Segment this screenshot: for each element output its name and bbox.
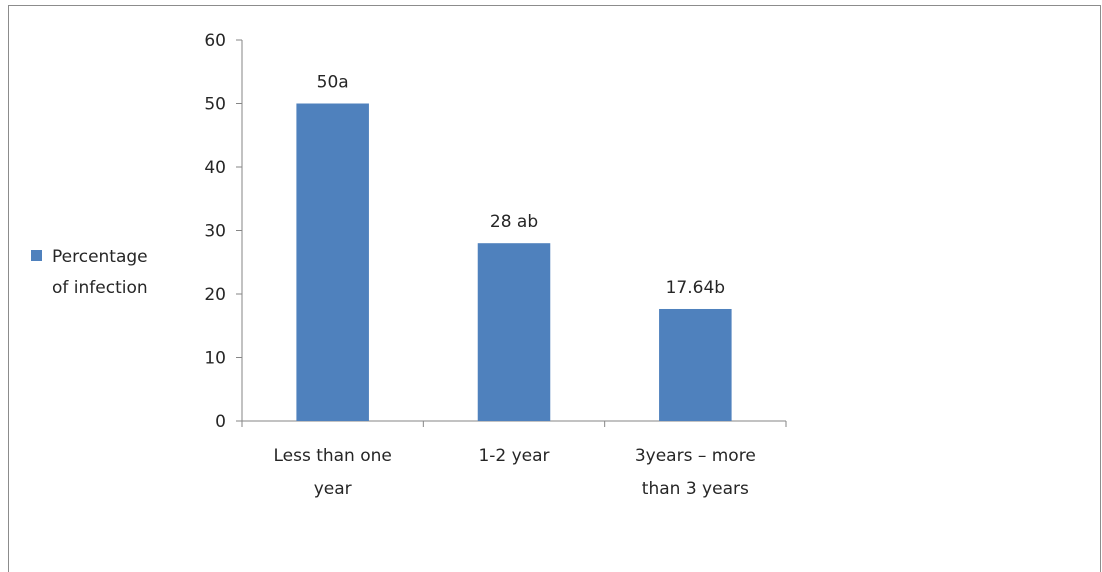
- y-tick-label: 60: [204, 31, 226, 51]
- y-tick-label: 20: [204, 285, 226, 305]
- legend-label: of infection: [52, 278, 148, 298]
- legend-marker: [31, 250, 42, 261]
- x-category-label: 3years – more: [635, 446, 756, 466]
- chart-frame: [8, 5, 1101, 572]
- x-category-label: than 3 years: [642, 479, 749, 499]
- y-tick-label: 0: [215, 412, 226, 432]
- data-label: 28 ab: [490, 212, 538, 232]
- bar: [659, 308, 732, 421]
- bar: [477, 243, 551, 421]
- y-tick-label: 10: [204, 349, 226, 369]
- y-tick-label: 50: [204, 95, 226, 115]
- y-tick-label: 30: [204, 222, 226, 242]
- x-category-label: Less than one: [273, 446, 391, 466]
- y-tick-label: 40: [204, 158, 226, 178]
- x-category-label: year: [314, 479, 352, 499]
- data-label: 50a: [317, 73, 349, 93]
- data-label: 17.64b: [666, 278, 725, 298]
- legend-label: Percentage: [52, 247, 148, 267]
- bar: [296, 103, 369, 421]
- x-category-label: 1-2 year: [478, 446, 549, 466]
